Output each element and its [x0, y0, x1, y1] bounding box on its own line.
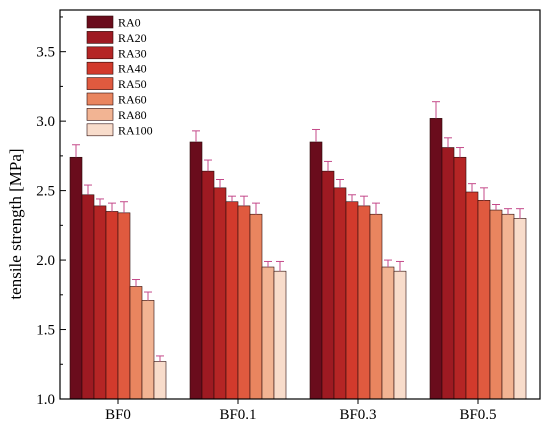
x-tick-label-BF0.1: BF0.1: [219, 407, 256, 423]
y-axis-title: tensile strength [MPa]: [6, 148, 25, 299]
legend-swatch-RA60: [86, 92, 114, 106]
bar-RA50-BF0.3: [357, 205, 371, 400]
bar-RA80-BF0: [141, 300, 155, 400]
legend-swatch-RA50: [86, 77, 114, 90]
legend-swatch-RA100: [86, 123, 114, 137]
plot-frame: [59, 9, 541, 400]
bar-RA0-BF0: [69, 156, 83, 400]
bar-RA50-BF0: [117, 212, 131, 400]
bar-RA30-BF0.3: [333, 187, 347, 400]
y-tick-label-3.5: 3.5: [36, 45, 55, 61]
bars-layer: [69, 101, 527, 400]
bar-RA40-BF0: [105, 211, 119, 400]
legend-label-RA20: RA20: [118, 31, 147, 45]
x-tick-label-BF0: BF0: [105, 407, 131, 423]
bar-RA80-BF0.3: [381, 266, 395, 400]
y-tick-label-1.0: 1.0: [36, 392, 55, 408]
bar-RA50-BF0.1: [237, 205, 251, 400]
bar-RA60-BF0: [129, 286, 143, 400]
bar-RA0-BF0.3: [309, 141, 323, 400]
bar-RA30-BF0.5: [453, 156, 467, 400]
bar-RA60-BF0.1: [249, 213, 263, 400]
legend-label-RA50: RA50: [118, 77, 147, 91]
axes-layer: BF0 BF0.1 BF0.3 BF0.5 1.0 1.5 2.0 2.5 3.0 3.5: [36, 9, 541, 423]
legend-swatch-RA30: [86, 46, 114, 60]
y-tick-label-3.0: 3.0: [36, 114, 55, 130]
x-tick-label-BF0.5: BF0.5: [459, 407, 496, 423]
y-tick-label-1.5: 1.5: [36, 323, 55, 339]
bar-RA40-BF0.1: [225, 201, 239, 400]
bar-RA60-BF0.3: [369, 213, 383, 400]
bar-RA40-BF0.5: [465, 191, 479, 400]
bar-RA50-BF0.5: [477, 200, 491, 400]
y-tick-label-2.0: 2.0: [36, 253, 55, 269]
legend-label-RA40: RA40: [118, 62, 147, 76]
legend-swatch-RA20: [86, 31, 114, 44]
bar-RA0-BF0.5: [429, 118, 443, 400]
bar-RA30-BF0.1: [213, 187, 227, 400]
x-tick-label-BF0.3: BF0.3: [339, 407, 376, 423]
bar-RA20-BF0: [81, 194, 95, 400]
bar-RA80-BF0.1: [261, 266, 275, 400]
bar-RA100-BF0.5: [513, 218, 527, 400]
legend-label-RA60: RA60: [118, 93, 147, 107]
bar-RA20-BF0.3: [321, 170, 335, 400]
bar-RA100-BF0: [153, 361, 167, 400]
bar-RA20-BF0.1: [201, 170, 215, 400]
bar-RA30-BF0: [93, 205, 107, 400]
bar-RA20-BF0.5: [441, 147, 455, 400]
bar-RA100-BF0.3: [393, 270, 407, 400]
legend-label-RA0: RA0: [118, 16, 141, 30]
bar-RA100-BF0.1: [273, 270, 287, 400]
legend-label-RA100: RA100: [118, 123, 153, 137]
legend-swatch-RA80: [86, 108, 114, 121]
legend-swatch-RA0: [86, 15, 114, 29]
bar-RA40-BF0.3: [345, 201, 359, 400]
bar-RA80-BF0.5: [501, 213, 515, 400]
bar-RA60-BF0.5: [489, 209, 503, 400]
bar-RA0-BF0.1: [189, 141, 203, 400]
legend-label-RA30: RA30: [118, 46, 147, 60]
legend-label-RA80: RA80: [118, 108, 147, 122]
y-tick-label-2.5: 2.5: [36, 184, 55, 200]
legend-swatch-RA40: [86, 61, 114, 75]
